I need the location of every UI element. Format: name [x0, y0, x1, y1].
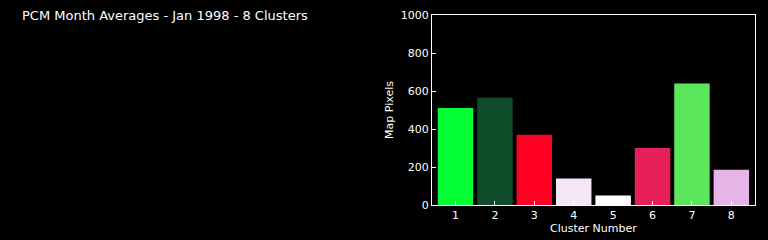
- svg-text:1: 1: [452, 209, 459, 222]
- svg-text:2: 2: [491, 209, 498, 222]
- svg-text:Map Pixels: Map Pixels: [383, 81, 396, 139]
- svg-text:400: 400: [408, 123, 429, 136]
- svg-text:7: 7: [688, 209, 695, 222]
- svg-text:PCM Month Averages - Jan 1998: PCM Month Averages - Jan 1998 - 8 Cluste…: [22, 8, 308, 23]
- svg-text:Cluster Number: Cluster Number: [550, 222, 637, 235]
- svg-text:1000: 1000: [401, 9, 429, 22]
- svg-text:5: 5: [610, 209, 617, 222]
- svg-text:800: 800: [408, 47, 429, 60]
- svg-text:4: 4: [570, 209, 577, 222]
- svg-text:0: 0: [422, 199, 429, 212]
- svg-text:8: 8: [728, 209, 735, 222]
- svg-text:3: 3: [531, 209, 538, 222]
- svg-text:200: 200: [408, 161, 429, 174]
- svg-text:600: 600: [408, 85, 429, 98]
- svg-text:6: 6: [649, 209, 656, 222]
